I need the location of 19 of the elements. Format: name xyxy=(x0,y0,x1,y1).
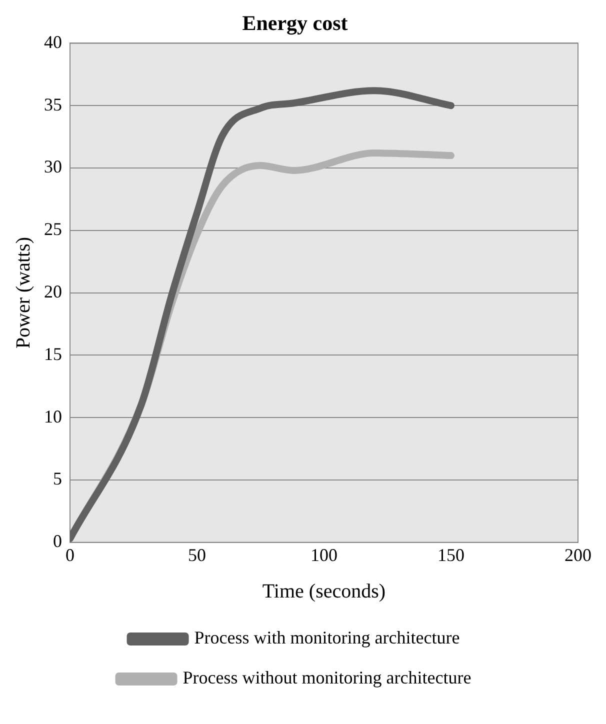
y-tick-label: 30 xyxy=(44,156,62,177)
legend-label: Process with monitoring architecture xyxy=(194,628,460,648)
y-axis-title: Power (watts) xyxy=(12,236,34,349)
x-tick-label: 100 xyxy=(310,544,338,565)
y-tick-label: 15 xyxy=(44,344,62,364)
x-tick-label: 200 xyxy=(564,544,592,565)
y-tick-label: 40 xyxy=(44,32,62,52)
chart-title: Energy cost xyxy=(242,11,348,36)
y-tick-label: 25 xyxy=(44,219,62,240)
y-tick-label: 20 xyxy=(44,282,62,302)
legend-label: Process without monitoring architecture xyxy=(182,668,472,688)
y-tick-label: 35 xyxy=(44,94,62,114)
y-tick-label: 5 xyxy=(53,468,62,489)
x-tick-label: 50 xyxy=(188,544,206,565)
x-tick-label: 150 xyxy=(438,544,464,565)
y-tick-label: 10 xyxy=(44,406,62,426)
x-tick-label: 0 xyxy=(66,544,74,565)
y-tick-label: 0 xyxy=(53,531,62,552)
x-axis-title: Time (seconds) xyxy=(262,580,386,602)
